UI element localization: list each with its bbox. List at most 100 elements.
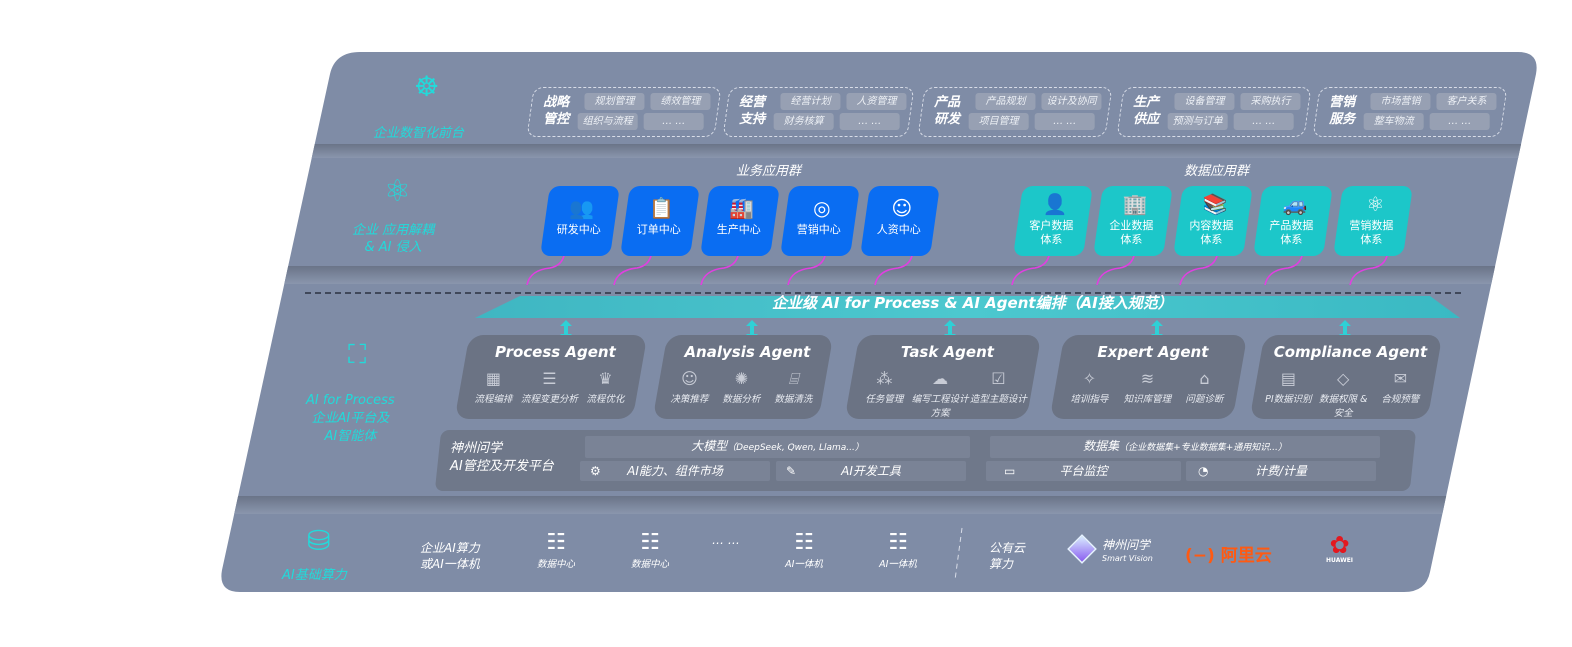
agent-capability: ⁂ 任务管理 (855, 367, 915, 405)
dataset-bar: 数据集（企业数据集+专业数据集+通用知识...） (990, 436, 1380, 458)
agent-card[interactable]: Task Agent ⁂ 任务管理 ☁ 编写工程设计方案 ☑ 造型主题设计 (844, 335, 1042, 419)
agent-capability: ⌸ 数据清洗 (763, 367, 823, 405)
domain-chip[interactable]: 采购执行 (1240, 93, 1301, 110)
server-icon: ☷ (794, 530, 814, 555)
server-item: ☷ AI一体机 (870, 530, 926, 570)
data-app-tile[interactable]: ⚛ 营销数据 体系 (1333, 186, 1413, 256)
domain-chip[interactable]: 经营计划 (780, 93, 841, 110)
title-line: 生产 (1133, 95, 1160, 110)
agent-card[interactable]: Analysis Agent ☺ 决策推荐 ✺ 数据分析 ⌸ 数据清洗 (652, 335, 834, 419)
business-app-tile[interactable]: 🏭 生产中心 (700, 186, 780, 256)
enterprise-compute: 企业AI算力 或AI一体机 (420, 540, 480, 572)
title-line: 供应 (1133, 112, 1160, 127)
tile-label: 营销数据 体系 (1336, 219, 1406, 247)
server-label: AI一体机 (879, 559, 917, 570)
logo-sub: Smart Vision (1102, 554, 1153, 563)
domain-chip[interactable]: … … (643, 113, 704, 130)
domain-chip[interactable]: … … (1034, 113, 1095, 130)
devtools-icon: ✎ (786, 464, 797, 478)
title-line: 经营 (739, 95, 766, 110)
wand-icon: ✧ (1083, 369, 1097, 388)
domain-chip[interactable]: 项目管理 (968, 113, 1029, 130)
monitor-bar[interactable]: ▭ 平台监控 (986, 461, 1181, 481)
label-line: 体系 (1280, 233, 1303, 246)
devtools-bar[interactable]: ✎ AI开发工具 (776, 461, 966, 481)
agent-capability: ◇ 数据权限 & 安全 (1313, 367, 1373, 419)
business-app-tile[interactable]: ◎ 营销中心 (780, 186, 860, 256)
brain-icon: ☸ (414, 70, 440, 103)
title-line: 战略 (543, 95, 570, 110)
aliyun-icon: (−) (1185, 546, 1215, 566)
agent-card[interactable]: Process Agent ▦ 流程编排 ☰ 流程变更分析 ♛ 流程优化 (454, 335, 648, 419)
platform-title: 神州问学 AI管控及开发平台 (450, 440, 554, 476)
label-line: 产品数据 (1269, 219, 1314, 232)
group-title: 经营 支持 (739, 94, 765, 128)
business-apps-title: 业务应用群 (736, 164, 802, 179)
domain-group: 产品 研发 产品规划 设计及协同 项目管理 … … (917, 87, 1113, 137)
billing-label: 计费/计量 (1254, 464, 1308, 478)
domain-chip[interactable]: … … (1429, 113, 1490, 130)
domain-chip[interactable]: 财务核算 (773, 113, 834, 130)
ellipsis: … … (712, 533, 740, 547)
server-icon: ☷ (546, 530, 566, 555)
label-line: 企业AI算力 (420, 541, 480, 555)
domain-chip[interactable]: 人资管理 (846, 93, 907, 110)
shield-icon: ◇ (1337, 369, 1350, 388)
domain-chip[interactable]: 组织与流程 (577, 113, 638, 130)
aliyun-logo: (−) 阿里云 (1185, 541, 1272, 566)
tile-label: 生产中心 (716, 223, 761, 236)
layer-label-ai: AI for Process 企业AI平台及 AI智能体 (306, 392, 395, 446)
business-app-tile[interactable]: 👥 研发中心 (540, 186, 620, 256)
billing-bar[interactable]: ◔ 计费/计量 (1186, 461, 1376, 481)
label-line: & AI 侵入 (364, 240, 422, 255)
monitor-icon: ▭ (1004, 464, 1016, 478)
target-icon: ◎ (813, 196, 831, 220)
domain-chip[interactable]: 规划管理 (584, 93, 645, 110)
molecule-icon: ⚛ (384, 174, 411, 209)
label-line: 体系 (1040, 233, 1063, 246)
title-line: 管控 (543, 112, 570, 127)
capability-label: PI数据识别 (1265, 394, 1313, 405)
domain-chip[interactable]: 设备管理 (1174, 93, 1235, 110)
agent-capability: ✧ 培训指导 (1060, 367, 1120, 405)
domain-chip[interactable]: … … (839, 113, 900, 130)
agent-card[interactable]: Compliance Agent ▤ PI数据识别 ◇ 数据权限 & 安全 ✉ 合规预警 (1249, 335, 1443, 419)
domain-chip[interactable]: 客户关系 (1436, 93, 1497, 110)
logo-name: 神州问学 (1102, 538, 1151, 552)
data-app-tile[interactable]: 👤 客户数据 体系 (1013, 186, 1093, 256)
domain-chip[interactable]: 绩效管理 (650, 93, 711, 110)
capability-label: 合规预警 (1381, 394, 1420, 405)
label-line: 公有云 (989, 541, 1026, 555)
domain-chip[interactable]: 产品规划 (975, 93, 1036, 110)
data-app-tile[interactable]: 📚 内容数据 体系 (1173, 186, 1253, 256)
llm-bar: 大模型（DeepSeek, Qwen, Llama...） (585, 436, 970, 458)
domain-chip[interactable]: 设计及协同 (1041, 93, 1102, 110)
label-line: 内容数据 (1189, 219, 1234, 232)
domain-chip[interactable]: … … (1233, 113, 1294, 130)
users-icon: 👥 (569, 196, 595, 220)
domain-chip[interactable]: 预测与订单 (1167, 113, 1228, 130)
label-line: AI智能体 (324, 429, 377, 444)
market-bar[interactable]: ⚙ AI能力、组件市场 (580, 461, 770, 481)
agent-card[interactable]: Expert Agent ✧ 培训指导 ≋ 知识库管理 ⌂ 问题诊断 (1049, 335, 1248, 419)
domain-group: 生产供应 设备管理 采购执行 预测与订单 … … (1116, 87, 1312, 137)
data-app-tile[interactable]: 🚙 产品数据 体系 (1253, 186, 1333, 256)
business-app-tile[interactable]: ☺ 人资中心 (860, 186, 940, 256)
agent-name: Analysis Agent (684, 343, 811, 361)
face-scan-icon: ⛶ (348, 340, 367, 370)
title-line: 研发 (934, 112, 961, 127)
data-app-tile[interactable]: 🏢 企业数据 体系 (1093, 186, 1173, 256)
capability-label: 培训指导 (1070, 394, 1109, 405)
agent-name: Compliance Agent (1273, 343, 1428, 361)
checklist-icon: ☑ (991, 369, 1006, 388)
label-line: 或AI一体机 (420, 557, 480, 571)
capability-label: 问题诊断 (1185, 394, 1224, 405)
business-app-tile[interactable]: 📋 订单中心 (620, 186, 700, 256)
domain-chip[interactable]: 市场营销 (1370, 93, 1431, 110)
domain-chip[interactable]: 整车物流 (1363, 113, 1424, 130)
agent-capability: ♛ 流程优化 (575, 367, 635, 405)
building-icon: 🏢 (1122, 192, 1148, 216)
tile-label: 人资中心 (876, 223, 921, 236)
domain-group: 战略管控 规划管理 绩效管理 组织与流程 … … (526, 87, 722, 137)
group-title: 产品 研发 (934, 94, 960, 128)
